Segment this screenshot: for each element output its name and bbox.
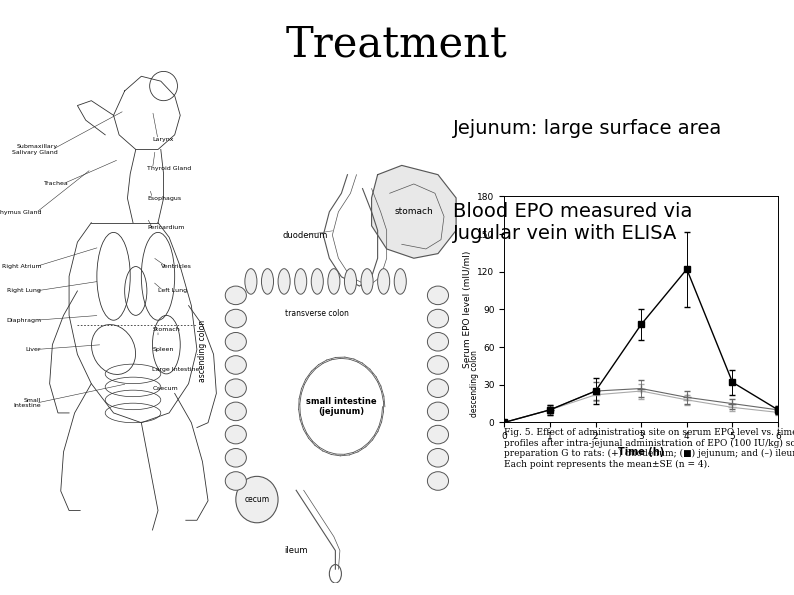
- Text: Spleen: Spleen: [152, 347, 174, 352]
- Text: ileum: ileum: [284, 546, 308, 555]
- Y-axis label: Serum EPO level (mIU/ml): Serum EPO level (mIU/ml): [463, 250, 472, 368]
- Ellipse shape: [427, 309, 449, 328]
- Ellipse shape: [328, 269, 340, 294]
- Ellipse shape: [225, 402, 246, 421]
- Text: Right Atrium: Right Atrium: [2, 264, 41, 269]
- Text: Ventricles: Ventricles: [160, 264, 191, 269]
- Text: Jejunum: large surface area: Jejunum: large surface area: [453, 119, 722, 138]
- Ellipse shape: [427, 425, 449, 444]
- Ellipse shape: [345, 269, 357, 294]
- Ellipse shape: [427, 379, 449, 397]
- Ellipse shape: [225, 356, 246, 374]
- Text: Left Lung: Left Lung: [158, 289, 187, 293]
- Ellipse shape: [225, 333, 246, 351]
- Ellipse shape: [295, 269, 306, 294]
- Text: Liver: Liver: [25, 347, 41, 352]
- Text: Caecum: Caecum: [152, 386, 178, 391]
- Ellipse shape: [225, 379, 246, 397]
- Text: Diaphragm: Diaphragm: [6, 318, 41, 322]
- Text: ascending colon: ascending colon: [198, 320, 207, 382]
- Ellipse shape: [225, 309, 246, 328]
- Ellipse shape: [261, 269, 273, 294]
- Ellipse shape: [225, 425, 246, 444]
- Ellipse shape: [225, 472, 246, 490]
- Ellipse shape: [427, 402, 449, 421]
- Text: Esophagus: Esophagus: [147, 196, 181, 201]
- Text: Fig. 5. Effect of administration site on serum EPO level vs. time
profiles after: Fig. 5. Effect of administration site on…: [504, 428, 794, 469]
- Ellipse shape: [311, 269, 323, 294]
- X-axis label: Time (h): Time (h): [618, 447, 665, 457]
- Ellipse shape: [225, 449, 246, 467]
- Text: Stomach: Stomach: [152, 327, 180, 333]
- Text: duodenum: duodenum: [283, 230, 328, 240]
- Text: Treatment: Treatment: [286, 24, 508, 66]
- Text: Pericardium: Pericardium: [147, 225, 184, 230]
- Ellipse shape: [378, 269, 390, 294]
- Ellipse shape: [427, 286, 449, 305]
- Ellipse shape: [427, 356, 449, 374]
- Polygon shape: [372, 165, 456, 258]
- Text: Thyroid Gland: Thyroid Gland: [147, 167, 191, 171]
- Text: stomach: stomach: [395, 207, 434, 217]
- Ellipse shape: [427, 449, 449, 467]
- Text: Right Lung: Right Lung: [7, 289, 41, 293]
- Text: Thymus Gland: Thymus Gland: [0, 211, 41, 215]
- Ellipse shape: [427, 472, 449, 490]
- Ellipse shape: [225, 286, 246, 305]
- Text: Submaxillary
Salivary Gland: Submaxillary Salivary Gland: [12, 144, 58, 155]
- Text: Trachea: Trachea: [44, 181, 69, 186]
- Ellipse shape: [427, 333, 449, 351]
- Text: cecum: cecum: [245, 495, 269, 504]
- Text: Large Intestine: Large Intestine: [152, 367, 200, 371]
- Text: descending colon: descending colon: [470, 350, 479, 417]
- Ellipse shape: [245, 269, 257, 294]
- Text: transverse colon: transverse colon: [285, 309, 349, 318]
- Ellipse shape: [394, 269, 407, 294]
- Text: Small
Intestine: Small Intestine: [13, 398, 41, 408]
- Ellipse shape: [361, 269, 373, 294]
- Text: Larynx: Larynx: [152, 137, 174, 142]
- Ellipse shape: [236, 477, 278, 523]
- Ellipse shape: [278, 269, 290, 294]
- Text: small intestine
(jejunum): small intestine (jejunum): [306, 397, 376, 416]
- Text: Blood EPO measured via
Jugular vein with ELISA: Blood EPO measured via Jugular vein with…: [453, 202, 692, 243]
